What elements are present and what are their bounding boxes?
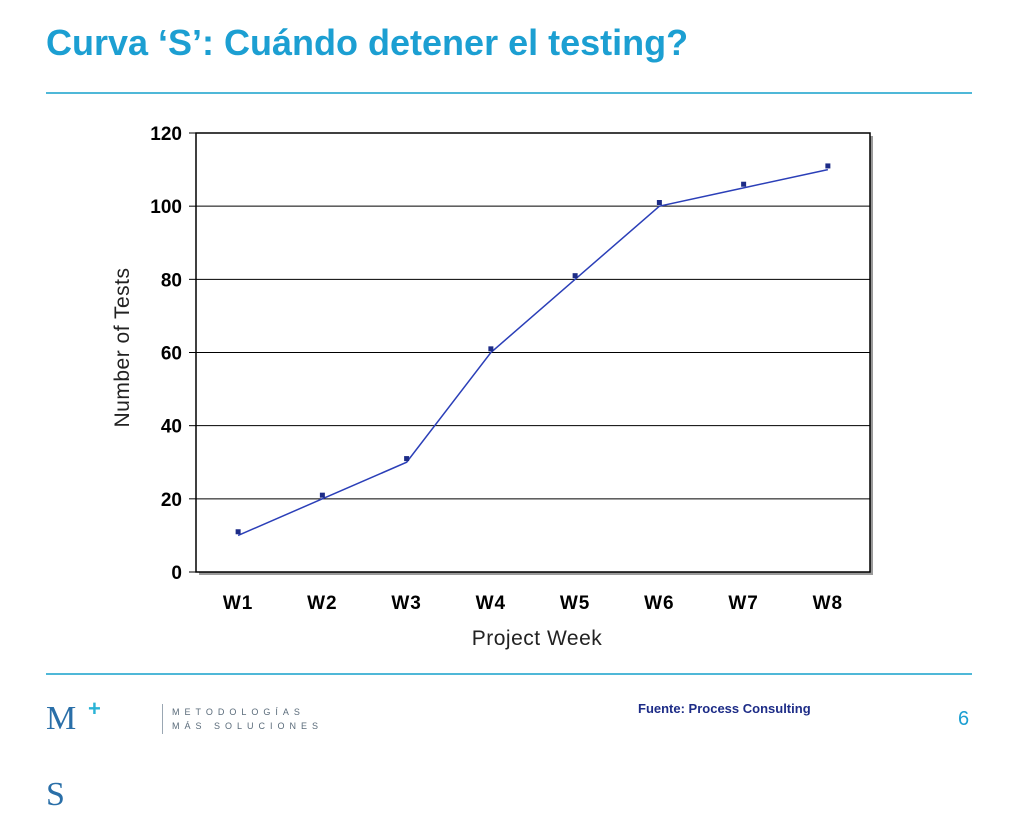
logo-tagline-1: METODOLOGÍAS — [172, 707, 305, 717]
data-point-W7 — [741, 181, 747, 187]
y-axis-title: Number of Tests — [111, 267, 134, 427]
page-number: 6 — [958, 708, 970, 730]
x-tick-label: W6 — [644, 593, 675, 614]
logo-divider — [162, 704, 163, 734]
x-tick-label: W8 — [813, 593, 844, 614]
logo-tagline-2: MÁS SOLUCIONES — [172, 721, 324, 731]
y-tick-label: 40 — [161, 417, 182, 438]
y-tick-label: 0 — [171, 563, 182, 584]
x-tick-label: W7 — [728, 593, 759, 614]
data-point-W6 — [656, 200, 662, 206]
source-note: Fuente: Process Consulting — [638, 701, 811, 716]
y-tick-label: 20 — [161, 490, 182, 511]
data-point-W3 — [404, 456, 410, 462]
logo-plus-icon: + — [88, 696, 101, 721]
s-curve-chart: 0 20 40 60 80 100 120 W1 W2 W3 W4 W5 W6 W7 W8 Project W… — [111, 124, 873, 650]
data-point-W5 — [572, 273, 578, 279]
data-point-W2 — [319, 492, 325, 498]
x-axis-title: Project Week — [472, 627, 603, 650]
x-tick-label: W3 — [391, 593, 422, 614]
y-tick-label: 120 — [150, 124, 182, 145]
data-point-W8 — [825, 163, 831, 169]
y-tick-label: 60 — [161, 344, 182, 365]
series-line — [237, 168, 829, 537]
x-tick-label: W1 — [223, 593, 254, 614]
data-point-W1 — [235, 529, 241, 535]
slide-title: Curva ‘S’: Cuándo detener el testing? — [46, 22, 689, 63]
x-tick-label: W2 — [307, 593, 338, 614]
data-point-W4 — [488, 346, 494, 352]
title-divider — [46, 92, 972, 94]
x-tick-label: W4 — [476, 593, 507, 614]
footer-divider — [46, 673, 972, 675]
x-tick-label: W5 — [560, 593, 591, 614]
y-tick-label: 80 — [161, 270, 182, 291]
y-tick-label: 100 — [150, 197, 182, 218]
logo-mark: MS — [46, 700, 76, 813]
